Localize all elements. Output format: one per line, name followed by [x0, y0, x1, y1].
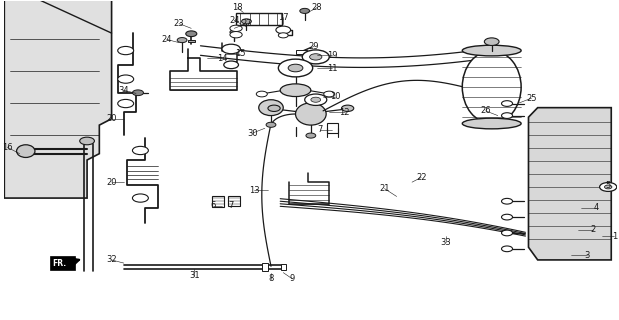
Ellipse shape [462, 45, 521, 56]
Text: 32: 32 [106, 255, 117, 264]
Ellipse shape [17, 145, 35, 157]
Text: 15: 15 [235, 49, 246, 58]
Text: 12: 12 [339, 108, 350, 117]
Circle shape [118, 100, 134, 108]
Text: 23: 23 [174, 19, 184, 28]
Circle shape [324, 91, 335, 97]
Ellipse shape [462, 118, 521, 129]
Circle shape [266, 122, 276, 127]
Circle shape [186, 31, 197, 36]
Circle shape [288, 64, 303, 72]
Circle shape [241, 19, 251, 24]
Text: 7: 7 [228, 202, 234, 211]
Circle shape [310, 54, 322, 60]
Circle shape [600, 182, 617, 191]
Bar [212, 196, 224, 207]
Text: 21: 21 [379, 184, 390, 193]
Circle shape [132, 194, 149, 202]
Circle shape [230, 32, 242, 38]
Text: 16: 16 [2, 143, 12, 152]
Text: 31: 31 [189, 271, 200, 280]
Circle shape [132, 146, 149, 155]
Circle shape [177, 37, 187, 43]
Circle shape [501, 113, 513, 118]
Circle shape [300, 8, 310, 13]
Circle shape [605, 185, 612, 189]
Text: 2: 2 [591, 225, 595, 234]
Bar [188, 40, 195, 42]
Text: 33: 33 [440, 238, 451, 247]
Text: 5: 5 [605, 181, 611, 190]
Ellipse shape [259, 100, 284, 116]
Polygon shape [4, 0, 111, 198]
Bar [236, 13, 282, 26]
Text: 8: 8 [268, 275, 274, 284]
Bar [296, 50, 307, 54]
Text: 24: 24 [229, 16, 240, 25]
Text: 29: 29 [309, 42, 319, 51]
Circle shape [80, 137, 95, 145]
Text: 19: 19 [327, 51, 337, 60]
Text: 20: 20 [106, 114, 117, 123]
Circle shape [279, 59, 313, 77]
Circle shape [132, 90, 144, 96]
Circle shape [305, 94, 327, 105]
Text: FR.: FR. [53, 259, 67, 268]
Text: 22: 22 [416, 173, 426, 182]
Circle shape [118, 46, 134, 55]
Text: 13: 13 [249, 186, 260, 195]
Text: 26: 26 [480, 106, 491, 115]
Text: 9: 9 [290, 275, 295, 284]
Circle shape [484, 38, 499, 45]
Circle shape [501, 198, 513, 204]
Text: 25: 25 [526, 94, 537, 103]
Text: 14: 14 [217, 54, 227, 63]
Circle shape [256, 91, 267, 97]
Bar [262, 263, 268, 271]
Circle shape [501, 214, 513, 220]
Bar [228, 196, 240, 206]
Circle shape [224, 61, 238, 69]
Text: 10: 10 [330, 92, 340, 101]
Text: 30: 30 [247, 129, 258, 138]
Text: 20: 20 [106, 178, 117, 187]
Text: 27: 27 [241, 19, 252, 28]
Circle shape [311, 97, 321, 102]
Text: 17: 17 [278, 13, 288, 22]
Text: 3: 3 [584, 251, 589, 260]
Circle shape [501, 246, 513, 252]
Bar [327, 123, 338, 133]
Text: 28: 28 [311, 3, 322, 12]
Ellipse shape [295, 103, 326, 125]
Circle shape [306, 133, 316, 138]
Circle shape [276, 26, 290, 34]
Text: 4: 4 [593, 203, 599, 212]
Text: 24: 24 [162, 35, 172, 44]
Text: 7: 7 [318, 125, 322, 134]
Circle shape [230, 30, 238, 34]
Circle shape [501, 101, 513, 106]
Text: 11: 11 [327, 63, 337, 73]
Circle shape [222, 44, 240, 54]
Circle shape [501, 230, 513, 236]
Polygon shape [50, 256, 75, 270]
Circle shape [268, 105, 280, 111]
Circle shape [302, 50, 329, 64]
Bar [281, 264, 286, 270]
Ellipse shape [280, 84, 311, 97]
Text: 34: 34 [119, 86, 129, 95]
Text: 1: 1 [612, 232, 617, 241]
Text: 18: 18 [232, 3, 243, 12]
Circle shape [279, 33, 288, 38]
Polygon shape [529, 108, 611, 260]
Circle shape [230, 25, 242, 32]
Circle shape [118, 75, 134, 83]
Circle shape [342, 105, 354, 111]
Ellipse shape [462, 51, 521, 124]
Text: 6: 6 [210, 202, 215, 211]
